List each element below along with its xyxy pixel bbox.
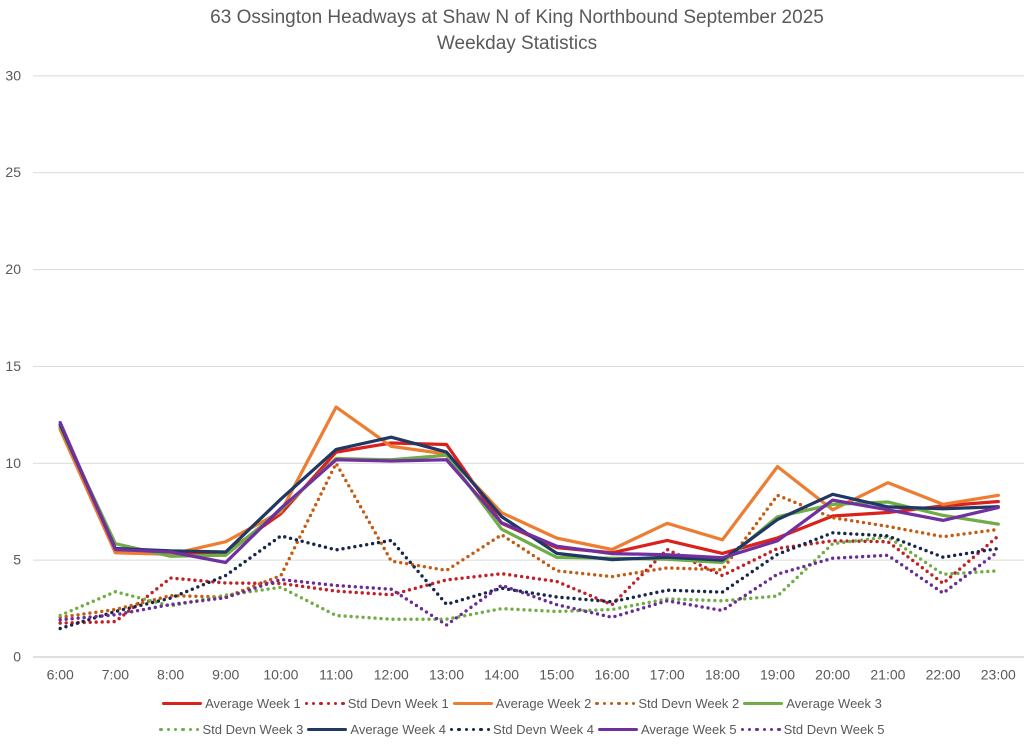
svg-text:22:00: 22:00	[926, 667, 961, 683]
svg-text:30: 30	[5, 67, 21, 83]
svg-text:20: 20	[5, 261, 21, 277]
svg-text:15: 15	[5, 358, 21, 374]
svg-text:15:00: 15:00	[539, 667, 574, 683]
svg-text:23:00: 23:00	[981, 667, 1016, 683]
svg-text:6:00: 6:00	[47, 667, 74, 683]
svg-text:5: 5	[13, 552, 21, 568]
svg-text:11:00: 11:00	[319, 667, 353, 683]
svg-text:25: 25	[5, 164, 21, 180]
svg-text:10: 10	[5, 455, 21, 471]
svg-text:12:00: 12:00	[374, 667, 409, 683]
svg-text:10:00: 10:00	[263, 667, 298, 683]
svg-text:21:00: 21:00	[870, 667, 905, 683]
svg-text:20:00: 20:00	[815, 667, 850, 683]
svg-text:13:00: 13:00	[429, 667, 464, 683]
svg-text:0: 0	[13, 649, 21, 665]
svg-text:19:00: 19:00	[760, 667, 795, 683]
svg-text:18:00: 18:00	[705, 667, 740, 683]
svg-text:14:00: 14:00	[484, 667, 519, 683]
svg-text:8:00: 8:00	[157, 667, 184, 683]
svg-text:16:00: 16:00	[594, 667, 629, 683]
svg-text:9:00: 9:00	[212, 667, 239, 683]
svg-text:17:00: 17:00	[650, 667, 685, 683]
svg-text:7:00: 7:00	[102, 667, 129, 683]
